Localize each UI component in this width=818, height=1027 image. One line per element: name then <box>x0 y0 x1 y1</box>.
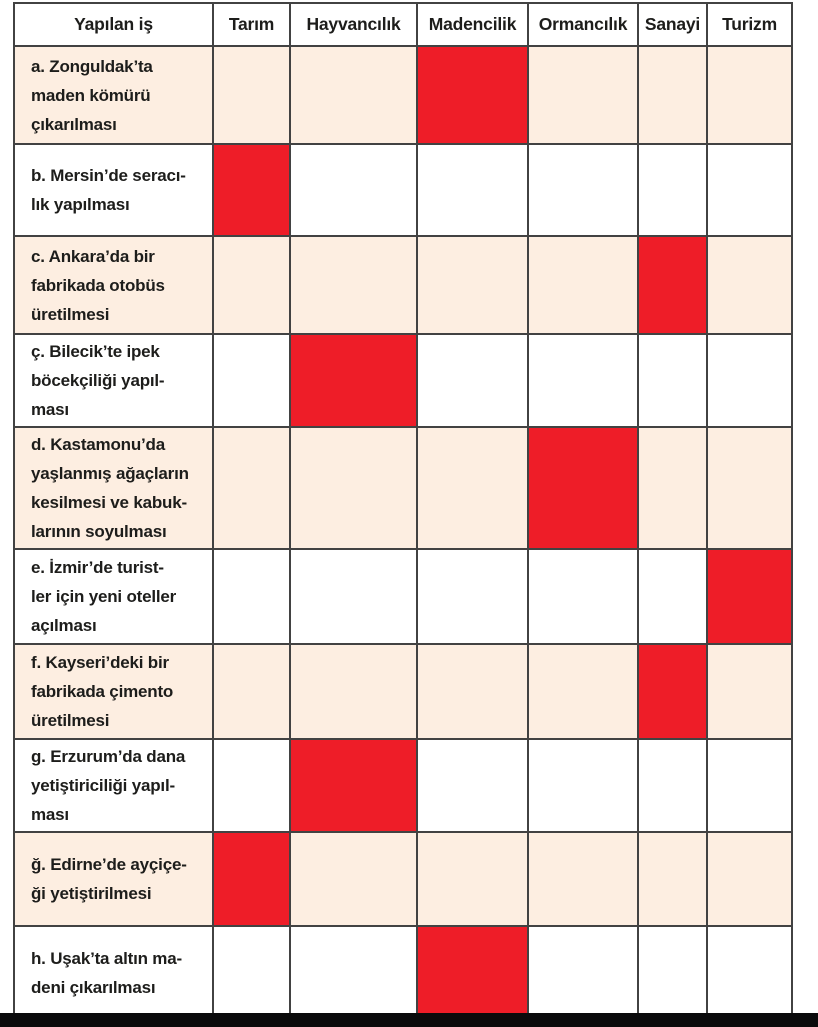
header-sector-tarim: Tarım <box>212 2 291 47</box>
empty-sector-cell <box>527 925 639 1021</box>
empty-sector-cell <box>289 143 418 237</box>
header-sector-ormancilik: Ormancılık <box>527 2 639 47</box>
activity-label: a. Zonguldak’ta maden kömürü çıkarılması <box>13 45 214 145</box>
empty-sector-cell <box>706 738 793 833</box>
empty-sector-cell <box>527 143 639 237</box>
sector-matching-table: Yapılan iş Tarım Hayvancılık Madencilik … <box>13 2 793 1021</box>
empty-sector-cell <box>289 235 418 335</box>
marked-answer-cell <box>527 426 639 550</box>
empty-sector-cell <box>637 738 708 833</box>
header-row: Yapılan iş Tarım Hayvancılık Madencilik … <box>13 2 793 47</box>
activity-label: e. İzmir’de turist- ler için yeni otelle… <box>13 548 214 645</box>
empty-sector-cell <box>416 831 529 927</box>
activity-label: c. Ankara’da bir fabrikada otobüs üretil… <box>13 235 214 335</box>
empty-sector-cell <box>289 831 418 927</box>
header-sector-madencilik: Madencilik <box>416 2 529 47</box>
empty-sector-cell <box>416 548 529 645</box>
activity-label: ç. Bilecik’te ipek böcekçiliği yapıl- ma… <box>13 333 214 428</box>
empty-sector-cell <box>416 426 529 550</box>
empty-sector-cell <box>527 45 639 145</box>
table-body: a. Zonguldak’ta maden kömürü çıkarılması… <box>13 45 793 1021</box>
activity-label: b. Mersin’de seracı- lık yapılması <box>13 143 214 237</box>
table-row: h. Uşak’ta altın ma- deni çıkarılması <box>13 925 793 1021</box>
empty-sector-cell <box>527 235 639 335</box>
empty-sector-cell <box>416 643 529 740</box>
table-row: d. Kastamonu’da yaşlanmış ağaçların kesi… <box>13 426 793 550</box>
empty-sector-cell <box>212 738 291 833</box>
empty-sector-cell <box>289 643 418 740</box>
activity-label: h. Uşak’ta altın ma- deni çıkarılması <box>13 925 214 1021</box>
marked-answer-cell <box>289 738 418 833</box>
empty-sector-cell <box>706 831 793 927</box>
empty-sector-cell <box>416 235 529 335</box>
empty-sector-cell <box>416 333 529 428</box>
empty-sector-cell <box>527 831 639 927</box>
empty-sector-cell <box>637 143 708 237</box>
bottom-page-edge <box>0 1013 818 1027</box>
empty-sector-cell <box>289 548 418 645</box>
empty-sector-cell <box>706 143 793 237</box>
empty-sector-cell <box>527 738 639 833</box>
empty-sector-cell <box>637 548 708 645</box>
activity-label: ğ. Edirne’de ayçiçe- ği yetiştirilmesi <box>13 831 214 927</box>
empty-sector-cell <box>637 831 708 927</box>
empty-sector-cell <box>637 45 708 145</box>
header-sector-hayvancilik: Hayvancılık <box>289 2 418 47</box>
header-sector-sanayi: Sanayi <box>637 2 708 47</box>
empty-sector-cell <box>527 333 639 428</box>
table-row: a. Zonguldak’ta maden kömürü çıkarılması <box>13 45 793 145</box>
empty-sector-cell <box>527 548 639 645</box>
table-row: b. Mersin’de seracı- lık yapılması <box>13 143 793 237</box>
empty-sector-cell <box>706 925 793 1021</box>
empty-sector-cell <box>637 426 708 550</box>
empty-sector-cell <box>416 143 529 237</box>
empty-sector-cell <box>706 643 793 740</box>
table-row: ç. Bilecik’te ipek böcekçiliği yapıl- ma… <box>13 333 793 428</box>
empty-sector-cell <box>212 235 291 335</box>
header-sector-turizm: Turizm <box>706 2 793 47</box>
marked-answer-cell <box>706 548 793 645</box>
activity-label: d. Kastamonu’da yaşlanmış ağaçların kesi… <box>13 426 214 550</box>
empty-sector-cell <box>289 925 418 1021</box>
empty-sector-cell <box>212 45 291 145</box>
empty-sector-cell <box>706 333 793 428</box>
empty-sector-cell <box>212 643 291 740</box>
activity-label: f. Kayseri’deki bir fabrikada çimento ür… <box>13 643 214 740</box>
marked-answer-cell <box>637 235 708 335</box>
table-row: ğ. Edirne’de ayçiçe- ği yetiştirilmesi <box>13 831 793 927</box>
marked-answer-cell <box>212 831 291 927</box>
empty-sector-cell <box>706 235 793 335</box>
table-row: c. Ankara’da bir fabrikada otobüs üretil… <box>13 235 793 335</box>
empty-sector-cell <box>289 426 418 550</box>
marked-answer-cell <box>212 143 291 237</box>
empty-sector-cell <box>527 643 639 740</box>
empty-sector-cell <box>706 426 793 550</box>
marked-answer-cell <box>289 333 418 428</box>
empty-sector-cell <box>212 333 291 428</box>
table-row: f. Kayseri’deki bir fabrikada çimento ür… <box>13 643 793 740</box>
empty-sector-cell <box>289 45 418 145</box>
table-row: g. Erzurum’da dana yetiştiriciliği yapıl… <box>13 738 793 833</box>
empty-sector-cell <box>416 738 529 833</box>
empty-sector-cell <box>637 333 708 428</box>
table-row: e. İzmir’de turist- ler için yeni otelle… <box>13 548 793 645</box>
empty-sector-cell <box>706 45 793 145</box>
empty-sector-cell <box>637 925 708 1021</box>
empty-sector-cell <box>212 925 291 1021</box>
activity-label: g. Erzurum’da dana yetiştiriciliği yapıl… <box>13 738 214 833</box>
empty-sector-cell <box>212 548 291 645</box>
marked-answer-cell <box>416 925 529 1021</box>
empty-sector-cell <box>212 426 291 550</box>
marked-answer-cell <box>637 643 708 740</box>
marked-answer-cell <box>416 45 529 145</box>
header-task-column: Yapılan iş <box>13 2 214 47</box>
